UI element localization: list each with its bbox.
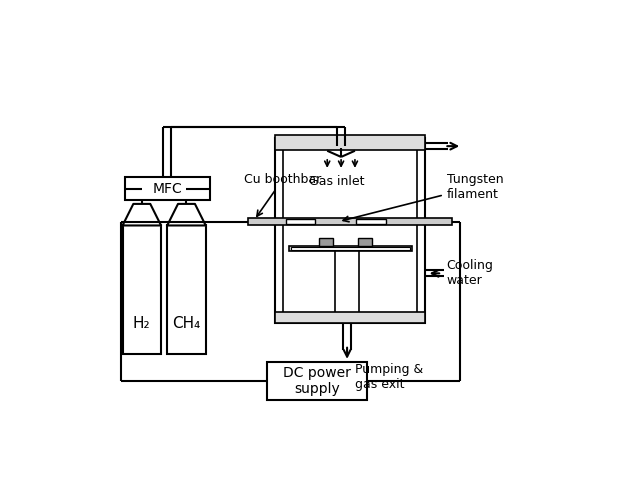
Bar [358,238,372,246]
Bar [275,138,425,323]
Text: Cu boothbar: Cu boothbar [244,173,321,216]
Text: H₂: H₂ [133,316,151,331]
Text: Cooling
water: Cooling water [447,259,494,288]
Text: CH₄: CH₄ [172,316,201,331]
Text: Pumping &
gas exit: Pumping & gas exit [355,363,423,391]
Bar [248,218,452,225]
Text: DC power
supply: DC power supply [283,366,351,396]
Bar [289,246,412,251]
Bar [356,219,386,224]
Text: MFC: MFC [152,181,182,195]
Polygon shape [123,204,161,226]
Bar [123,226,161,354]
Bar [286,219,315,224]
Bar [291,247,410,251]
Bar [319,238,333,246]
Text: Gas inlet: Gas inlet [310,175,365,188]
Bar [275,134,425,150]
Bar [125,177,210,200]
Bar [167,226,205,354]
Bar [267,362,367,400]
Bar [283,146,418,315]
Polygon shape [167,204,205,226]
Text: Tungsten
filament: Tungsten filament [343,173,503,222]
Bar [275,312,425,323]
